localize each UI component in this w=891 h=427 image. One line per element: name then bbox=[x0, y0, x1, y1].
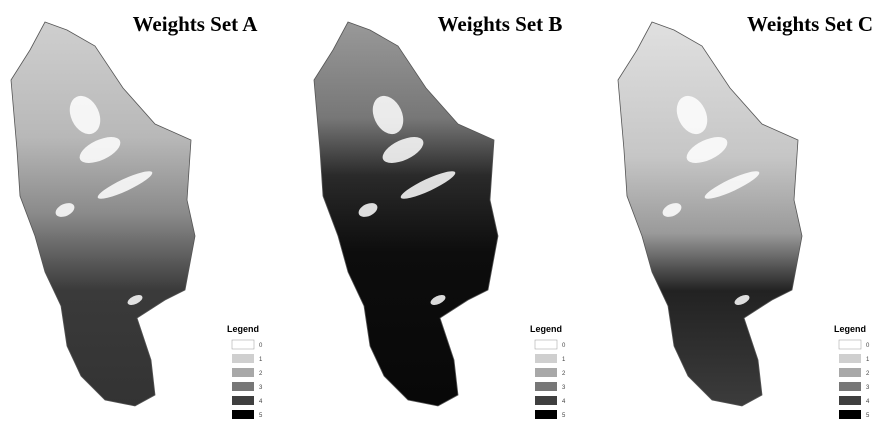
figure: Legend 0 1 2 3 4 5 Weights Set A Legend 0 1 2 3 4 5 Wei… bbox=[0, 0, 891, 427]
legend-swatch bbox=[535, 382, 557, 391]
legend-swatch bbox=[839, 354, 861, 363]
legend-swatch bbox=[839, 382, 861, 391]
map-panel: Legend 0 1 2 3 4 5 bbox=[314, 22, 566, 419]
legend-title: Legend bbox=[834, 324, 866, 334]
legend-label: 0 bbox=[866, 343, 870, 349]
map-region bbox=[618, 22, 802, 406]
panel-title: Weights Set B bbox=[438, 12, 563, 36]
map-region bbox=[11, 22, 195, 406]
panel-title: Weights Set C bbox=[747, 12, 873, 36]
legend-swatch bbox=[839, 340, 861, 349]
legend-swatch bbox=[232, 382, 254, 391]
legend-label: 2 bbox=[562, 371, 566, 377]
legend-label: 1 bbox=[866, 357, 870, 363]
legend-swatch bbox=[232, 340, 254, 349]
legend-label: 5 bbox=[562, 413, 566, 419]
legend-label: 4 bbox=[866, 399, 870, 405]
legend-label: 3 bbox=[866, 385, 870, 391]
legend-label: 4 bbox=[562, 399, 566, 405]
legend-title: Legend bbox=[530, 324, 562, 334]
panel-title: Weights Set A bbox=[133, 12, 259, 36]
legend-label: 3 bbox=[259, 385, 263, 391]
legend-label: 5 bbox=[866, 413, 870, 419]
legend-label: 2 bbox=[259, 371, 263, 377]
legend-label: 4 bbox=[259, 399, 263, 405]
legend-swatch bbox=[232, 354, 254, 363]
legend-swatch bbox=[839, 368, 861, 377]
legend-label: 1 bbox=[259, 357, 263, 363]
legend-label: 0 bbox=[562, 343, 566, 349]
legend-title: Legend bbox=[227, 324, 259, 334]
legend-swatch bbox=[232, 368, 254, 377]
legend-label: 1 bbox=[562, 357, 566, 363]
legend-label: 3 bbox=[562, 385, 566, 391]
legend-label: 5 bbox=[259, 413, 263, 419]
legend-swatch bbox=[535, 354, 557, 363]
legend-swatch bbox=[839, 410, 861, 419]
legend-swatch bbox=[535, 396, 557, 405]
legend-label: 2 bbox=[866, 371, 870, 377]
map-panel: Legend 0 1 2 3 4 5 bbox=[11, 22, 263, 419]
legend-swatch bbox=[232, 410, 254, 419]
legend-swatch bbox=[535, 368, 557, 377]
legend-swatch bbox=[232, 396, 254, 405]
legend-label: 0 bbox=[259, 343, 263, 349]
map-panel: Legend 0 1 2 3 4 5 bbox=[618, 22, 870, 419]
legend-swatch bbox=[535, 340, 557, 349]
legend-swatch bbox=[535, 410, 557, 419]
legend-swatch bbox=[839, 396, 861, 405]
map-region bbox=[314, 22, 498, 406]
